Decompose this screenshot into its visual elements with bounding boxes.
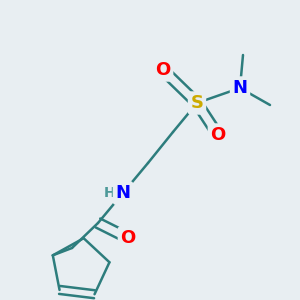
Text: H: H (104, 186, 116, 200)
Text: S: S (190, 94, 203, 112)
Text: N: N (116, 184, 130, 202)
Text: O: O (120, 229, 136, 247)
Text: N: N (232, 79, 247, 97)
Text: O: O (210, 126, 226, 144)
Text: O: O (155, 61, 171, 79)
